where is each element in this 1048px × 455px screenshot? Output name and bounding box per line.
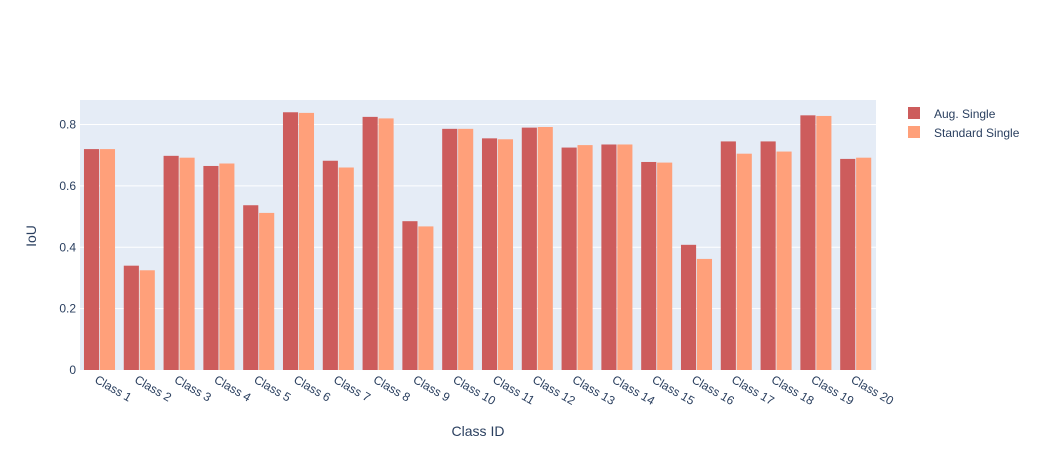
- bar-aug-single-17[interactable]: [720, 141, 736, 370]
- bar-standard-single-15[interactable]: [657, 162, 673, 370]
- bar-aug-single-5[interactable]: [243, 205, 259, 370]
- bar-aug-single-20[interactable]: [840, 158, 856, 370]
- y-tick-label: 0: [69, 363, 76, 377]
- x-tick-label: Class 20: [849, 372, 897, 408]
- bar-standard-single-7[interactable]: [338, 167, 354, 371]
- legend-item-standard-single[interactable]: Standard Single: [908, 126, 1020, 140]
- legend-label: Aug. Single: [934, 107, 996, 121]
- bar-standard-single-11[interactable]: [497, 139, 514, 370]
- bars[interactable]: [83, 112, 872, 371]
- bar-standard-single-13[interactable]: [577, 145, 593, 370]
- bar-standard-single-4[interactable]: [219, 163, 235, 370]
- x-axis-title: Class ID: [452, 423, 505, 439]
- bar-aug-single-14[interactable]: [601, 144, 617, 370]
- bar-aug-single-6[interactable]: [282, 112, 299, 371]
- bar-standard-single-14[interactable]: [617, 144, 633, 370]
- x-tick-label: Class 11: [490, 372, 537, 407]
- x-tick-label: Class 4: [212, 372, 254, 404]
- bar-standard-single-12[interactable]: [537, 127, 553, 370]
- legend-label: Standard Single: [934, 126, 1020, 140]
- x-tick-label: Class 17: [729, 372, 777, 408]
- bar-aug-single-15[interactable]: [641, 161, 657, 370]
- bar-standard-single-9[interactable]: [418, 226, 434, 370]
- bar-standard-single-8[interactable]: [378, 118, 394, 370]
- bar-standard-single-6[interactable]: [298, 112, 315, 370]
- legend-swatch: [908, 107, 920, 119]
- bar-standard-single-10[interactable]: [458, 128, 474, 370]
- bar-aug-single-8[interactable]: [362, 116, 378, 371]
- x-tick-label: Class 7: [331, 372, 373, 404]
- x-tick-label: Class 16: [689, 372, 737, 408]
- bar-aug-single-13[interactable]: [561, 147, 577, 370]
- y-tick-label: 0.2: [59, 302, 76, 316]
- x-tick-label: Class 15: [650, 372, 698, 408]
- bar-aug-single-11[interactable]: [481, 138, 498, 370]
- x-tick-label: Class 9: [411, 372, 453, 404]
- bar-aug-single-1[interactable]: [83, 149, 100, 370]
- legend-swatch: [908, 126, 920, 138]
- y-tick-label: 0.6: [59, 179, 76, 193]
- bar-standard-single-2[interactable]: [139, 270, 155, 370]
- bar-aug-single-19[interactable]: [800, 115, 816, 370]
- bar-standard-single-3[interactable]: [179, 157, 195, 370]
- bar-standard-single-18[interactable]: [776, 151, 792, 370]
- bar-aug-single-12[interactable]: [521, 127, 537, 370]
- y-tick-label: 0.4: [59, 240, 76, 254]
- bar-aug-single-16[interactable]: [680, 244, 697, 370]
- bar-standard-single-16[interactable]: [696, 258, 713, 370]
- y-tick-label: 0.8: [59, 118, 76, 132]
- bar-aug-single-2[interactable]: [123, 265, 139, 370]
- bar-standard-single-1[interactable]: [99, 149, 116, 370]
- x-tick-label: Class 6: [291, 372, 333, 404]
- bar-standard-single-20[interactable]: [856, 157, 872, 370]
- x-tick-label: Class 5: [252, 372, 294, 404]
- plot-background: [80, 100, 876, 370]
- x-tick-label: Class 2: [132, 372, 174, 404]
- bar-standard-single-19[interactable]: [816, 115, 832, 370]
- x-tick-label: Class 10: [451, 372, 499, 408]
- x-tick-label: Class 12: [530, 372, 578, 408]
- bar-standard-single-17[interactable]: [736, 153, 752, 370]
- bar-aug-single-9[interactable]: [402, 221, 418, 370]
- x-tick-label: Class 1: [92, 372, 134, 404]
- x-tick-label: Class 19: [809, 372, 857, 408]
- bar-aug-single-10[interactable]: [442, 128, 458, 370]
- bar-aug-single-7[interactable]: [322, 160, 338, 370]
- x-tick-label: Class 13: [570, 372, 618, 408]
- bar-aug-single-3[interactable]: [163, 155, 179, 370]
- bar-aug-single-18[interactable]: [760, 141, 776, 370]
- x-tick-label: Class 18: [769, 372, 817, 408]
- y-axis-title: IoU: [23, 225, 39, 247]
- y-tick-labels: 0 0.2 0.4 0.6 0.8: [59, 118, 76, 377]
- bar-standard-single-5[interactable]: [259, 212, 275, 370]
- x-tick-label: Class 8: [371, 372, 413, 404]
- bar-aug-single-4[interactable]: [203, 165, 219, 370]
- legend-item-aug-single[interactable]: Aug. Single: [908, 107, 996, 121]
- x-tick-label: Class 3: [172, 372, 214, 404]
- x-tick-label: Class 14: [610, 372, 658, 408]
- legend[interactable]: Aug. Single Standard Single: [908, 107, 1020, 140]
